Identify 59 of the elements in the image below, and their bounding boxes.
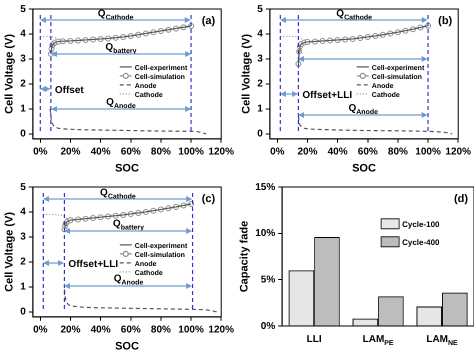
x-tick-label: 40% [328, 146, 348, 158]
x-tick-label: 100% [178, 324, 204, 336]
y-tick-label: 4 [20, 206, 26, 218]
x-tick-label: LLI [306, 334, 322, 345]
legend-label: Cycle-100 [402, 220, 440, 229]
x-tick-label: 60% [358, 146, 378, 158]
y-axis-title: Cell Voltage (V) [240, 34, 253, 114]
x-tick-label: 20% [297, 146, 318, 158]
x-tick-label: 120% [208, 146, 234, 158]
x-tick-label: 20% [60, 146, 81, 158]
y-tick-label: 2 [20, 256, 26, 268]
y-tick-label: 4 [20, 28, 26, 40]
y-tick-label: 0 [257, 128, 264, 140]
x-axis-title: SOC [115, 162, 139, 174]
x-tick-label: 120% [208, 324, 234, 336]
y-tick-label: 2 [20, 78, 26, 90]
annotation: Offset+LLI [302, 90, 352, 101]
y-tick-label: 5% [260, 274, 276, 286]
y-tick-label: 3 [20, 54, 26, 65]
x-tick-label: 80% [388, 146, 408, 158]
y-axis-title: Capacity fade [238, 220, 251, 292]
y-tick-label: 4 [257, 28, 264, 40]
x-tick-label: 120% [445, 146, 472, 158]
annotation: (d) [454, 193, 468, 205]
y-tick-label: 3 [20, 232, 26, 243]
x-axis-title: SOC [352, 162, 376, 174]
y-tick-label: 5 [20, 4, 26, 15]
annotation: Offset [54, 84, 84, 96]
x-tick-label: 100% [178, 146, 204, 158]
y-axis-title: Cell Voltage (V) [4, 34, 16, 114]
x-tick-label: 100% [415, 146, 441, 158]
y-tick-label: 2 [257, 78, 264, 90]
x-tick-label: 20% [60, 324, 81, 336]
x-tick-label: 0% [270, 146, 285, 158]
y-tick-label: 10% [255, 228, 276, 240]
y-axis-title: Cell Voltage (V) [4, 212, 16, 292]
annotation: (a) [202, 15, 216, 27]
y-tick-label: 5 [257, 4, 264, 15]
y-tick-label: 0 [20, 306, 26, 318]
x-tick-label: 60% [120, 324, 141, 336]
legend-label: Cycle-400 [402, 238, 440, 247]
y-tick-label: 3 [257, 54, 264, 65]
annotation: (c) [202, 193, 216, 205]
x-tick-label: 0% [33, 324, 48, 336]
x-tick-label: 40% [90, 324, 111, 336]
x-tick-label: 80% [150, 324, 172, 336]
x-tick-label: 80% [150, 146, 172, 158]
y-tick-label: 1 [20, 104, 26, 115]
x-tick-label: 40% [90, 146, 111, 158]
x-axis-title: SOC [115, 340, 139, 352]
y-tick-label: 1 [257, 104, 264, 115]
y-tick-label: 0 [20, 128, 26, 140]
x-tick-label: 0% [33, 146, 48, 158]
x-tick-label: 60% [120, 146, 141, 158]
y-tick-label: 1 [20, 282, 26, 293]
annotation: (b) [438, 15, 453, 27]
y-tick-label: 5 [20, 182, 26, 193]
annotation: Offset+LLI [68, 259, 118, 270]
y-tick-label: 15% [255, 182, 276, 193]
